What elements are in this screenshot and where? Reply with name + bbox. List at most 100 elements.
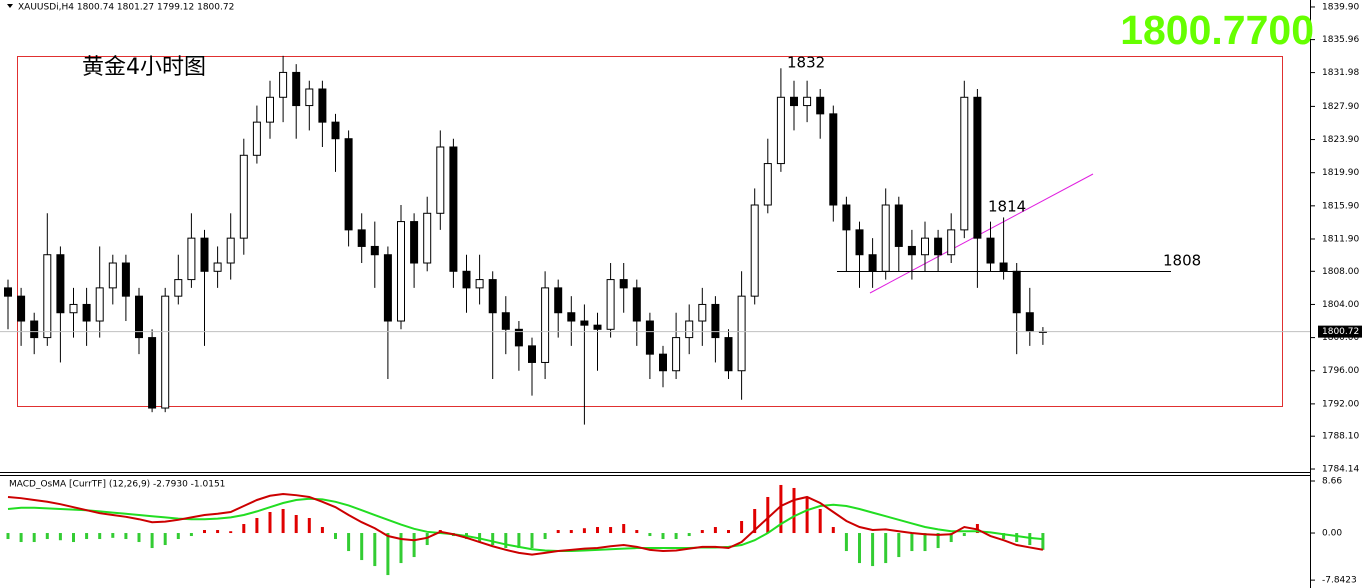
candle-body bbox=[842, 204, 851, 231]
histogram-bar bbox=[582, 528, 586, 534]
histogram-bar bbox=[399, 533, 403, 564]
candle-body bbox=[187, 237, 196, 281]
candle-body bbox=[475, 279, 484, 289]
histogram-bar bbox=[320, 527, 324, 534]
histogram-bar bbox=[596, 527, 599, 534]
candle-body bbox=[462, 270, 471, 289]
candle-body bbox=[698, 303, 707, 322]
histogram-bar bbox=[268, 512, 272, 534]
histogram-bar bbox=[255, 518, 259, 534]
histogram-bar bbox=[766, 496, 770, 534]
histogram-bar bbox=[1002, 533, 1006, 540]
candle-body bbox=[161, 295, 170, 409]
histogram-bar bbox=[713, 527, 717, 534]
candle-body bbox=[292, 71, 301, 107]
candle-body bbox=[894, 204, 903, 247]
y-tick-label: 1784.14 bbox=[1322, 465, 1359, 475]
histogram-bar bbox=[648, 533, 652, 537]
histogram-bar bbox=[111, 533, 115, 538]
candle-body bbox=[200, 237, 209, 272]
candle-body bbox=[279, 71, 288, 98]
candle-body bbox=[632, 287, 641, 322]
histogram-bar bbox=[818, 508, 822, 534]
histogram-bar bbox=[229, 531, 233, 534]
candle-body bbox=[318, 88, 327, 123]
histogram-bar bbox=[858, 533, 861, 564]
candle-body bbox=[672, 337, 681, 372]
current-price-label: 1800.72 bbox=[1322, 327, 1359, 337]
candle-body bbox=[488, 279, 497, 314]
histogram-bar bbox=[517, 533, 521, 549]
candle-body bbox=[82, 303, 91, 322]
y-tick-label: 1839.90 bbox=[1322, 2, 1359, 12]
histogram-bar bbox=[936, 533, 940, 549]
candle-body bbox=[737, 295, 746, 372]
candle-body bbox=[685, 320, 694, 339]
y-tick-label: 1796.00 bbox=[1322, 366, 1359, 376]
candle-body bbox=[266, 96, 274, 123]
candle-body bbox=[121, 262, 130, 297]
histogram-bar bbox=[163, 533, 167, 546]
y-tick-label: 0.00 bbox=[1322, 529, 1342, 539]
histogram-bar bbox=[347, 533, 351, 552]
candle-body bbox=[907, 245, 916, 256]
histogram-bar bbox=[910, 533, 914, 552]
histogram-bar bbox=[674, 533, 678, 540]
candle-body bbox=[56, 254, 65, 314]
trend-line bbox=[869, 173, 1094, 294]
candle-body bbox=[305, 88, 314, 107]
histogram-bar bbox=[871, 533, 875, 567]
y-tick-label: -7.8423 bbox=[1322, 576, 1357, 586]
header: XAUUSDi,H4 1800.74 1801.27 1799.12 1800.… bbox=[18, 3, 234, 13]
histogram-bar bbox=[150, 533, 154, 549]
histogram-bar bbox=[386, 533, 390, 576]
histogram-bar bbox=[831, 527, 835, 534]
current-price-box bbox=[1318, 325, 1362, 338]
histogram-bar bbox=[753, 508, 757, 534]
range-box bbox=[17, 56, 1283, 407]
histogram-bar bbox=[530, 533, 534, 549]
histogram-bar bbox=[45, 533, 49, 540]
histogram-bar bbox=[360, 533, 364, 561]
histogram-bar bbox=[294, 515, 298, 534]
y-tick-label: 1808.00 bbox=[1322, 267, 1359, 277]
histogram-bar bbox=[85, 533, 89, 540]
histogram-bar bbox=[176, 533, 180, 540]
candle-body bbox=[213, 262, 222, 272]
histogram-bar bbox=[334, 533, 337, 540]
candle-body bbox=[567, 312, 576, 322]
menu-arrow bbox=[7, 4, 13, 8]
candle-body bbox=[960, 96, 969, 231]
price-banner: 1800.7700 bbox=[1120, 7, 1314, 53]
y-tick-label: 1819.90 bbox=[1322, 168, 1359, 178]
candle-body bbox=[436, 146, 445, 214]
candle-body bbox=[593, 324, 602, 330]
histogram-bar bbox=[727, 530, 730, 534]
histogram-bar bbox=[1028, 533, 1032, 546]
histogram-bar bbox=[635, 530, 639, 534]
histogram-bar bbox=[1041, 533, 1045, 550]
histogram-bar bbox=[543, 533, 547, 540]
candle-body bbox=[1025, 312, 1034, 332]
histogram-bar bbox=[124, 533, 128, 540]
candle-body bbox=[816, 96, 825, 115]
candle-body bbox=[410, 221, 419, 264]
histogram-bar bbox=[58, 533, 62, 541]
y-tick-label: 1835.96 bbox=[1322, 35, 1359, 45]
histogram-bar bbox=[805, 496, 809, 534]
histogram-bar bbox=[281, 508, 285, 534]
histogram-bar bbox=[792, 487, 796, 534]
candle-body bbox=[829, 113, 838, 206]
candle-body bbox=[344, 138, 353, 231]
histogram-bar bbox=[779, 484, 783, 534]
y-tick-label: 1827.90 bbox=[1322, 102, 1359, 112]
histogram-bar bbox=[6, 533, 10, 540]
histogram-bar bbox=[32, 533, 36, 543]
candle-body bbox=[711, 303, 720, 339]
histogram-bar bbox=[556, 530, 560, 534]
histogram-bar bbox=[569, 530, 573, 534]
candle-body bbox=[95, 287, 104, 322]
histogram-bar bbox=[949, 533, 953, 543]
